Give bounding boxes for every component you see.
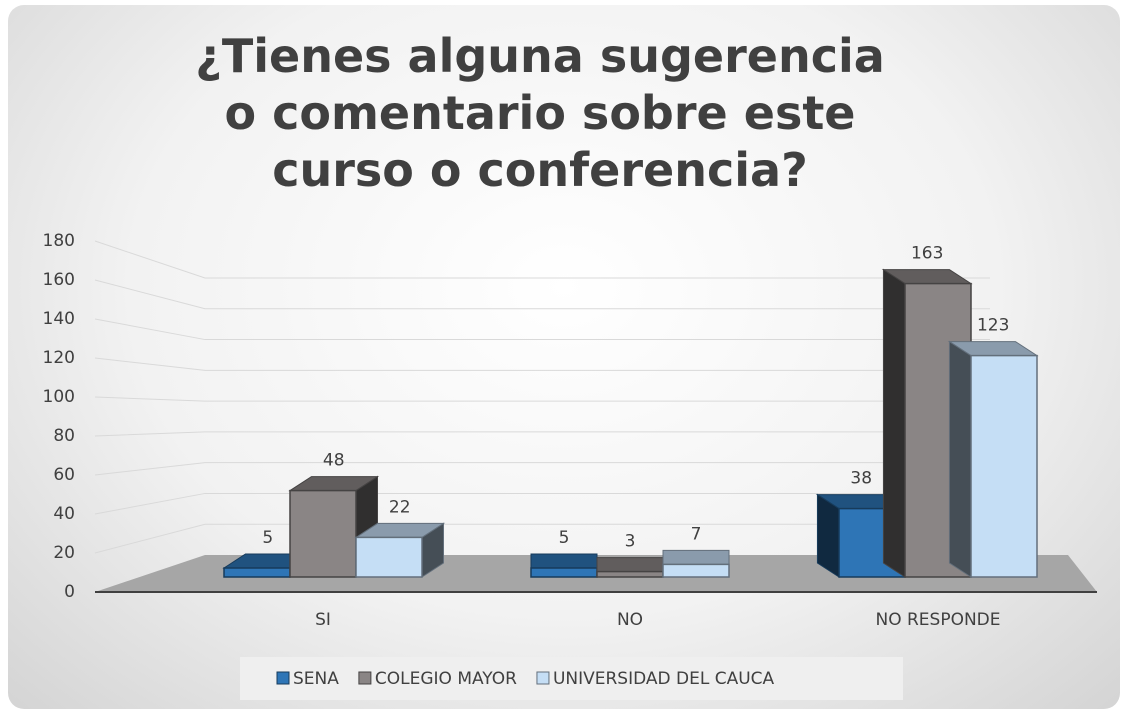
value-label: 123 [977,316,1009,336]
legend-label: SENA [293,669,339,689]
value-label: 5 [559,528,570,548]
legend-box [240,657,903,700]
value-label: 48 [323,451,345,471]
value-label: 5 [262,528,273,548]
y-tick-label: 80 [53,426,75,446]
legend-label: COLEGIO MAYOR [375,669,517,689]
grid-line [94,462,990,476]
x-tick-label: SI [315,610,331,630]
y-tick-label: 180 [43,231,75,251]
legend-swatch [358,671,372,685]
grid-line [94,523,990,554]
grid-line [94,396,990,402]
legend-swatch [536,671,550,685]
y-tick-label: 60 [53,465,75,485]
y-tick-label: 140 [43,309,75,329]
bar [815,493,907,578]
x-tick-label: NO [617,610,643,630]
grid-line [94,279,990,310]
y-tick-label: 100 [43,387,75,407]
legend-swatch [276,671,290,685]
y-tick-label: 120 [43,348,75,368]
grid-line [94,492,990,515]
bar [354,522,446,578]
y-tick-label: 40 [53,504,75,524]
chart-title: ¿Tienes alguna sugerencia o comentario s… [195,29,885,197]
grid-line [94,240,990,279]
bar [530,553,598,578]
bar [596,557,664,578]
value-label: 7 [691,524,702,544]
legend-label: UNIVERSIDAD DEL CAUCA [553,669,775,689]
y-tick-label: 20 [53,543,75,563]
y-tick-label: 160 [43,270,75,290]
grid-line [94,318,990,341]
grid-line [94,431,990,437]
bar [947,340,1039,578]
value-label: 163 [911,244,943,264]
y-tick-label: 0 [64,582,75,602]
grid-line [94,357,990,371]
bar [662,549,730,578]
bar [288,475,380,578]
value-label: 22 [389,497,411,517]
value-label: 38 [850,469,872,489]
value-label: 3 [625,532,636,552]
x-tick-label: NO RESPONDE [875,610,1000,630]
